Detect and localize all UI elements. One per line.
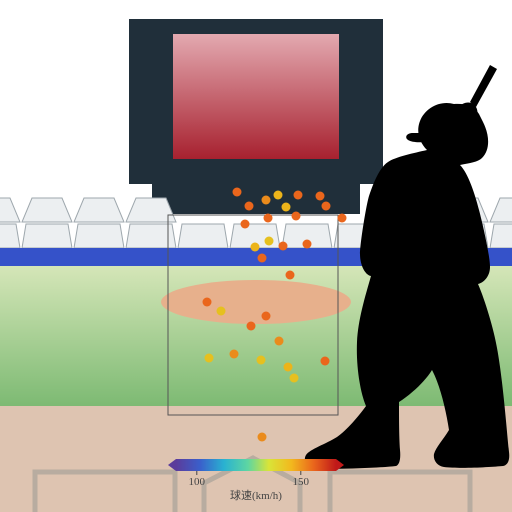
colorbar-axis-label: 球速(km/h)	[230, 488, 282, 502]
pitch-marker	[322, 202, 331, 211]
colorbar-tick-label: 150	[293, 476, 310, 488]
pitch-marker	[203, 298, 212, 307]
pitch-marker	[241, 220, 250, 229]
pitch-marker	[294, 191, 303, 200]
pitch-marker	[258, 254, 267, 263]
colorbar-tick-label: 100	[189, 476, 206, 488]
mound-dirt	[161, 280, 351, 324]
pitch-marker	[265, 237, 274, 246]
pitch-marker	[262, 312, 271, 321]
pitch-marker	[251, 243, 260, 252]
pitch-marker	[264, 214, 273, 223]
pitch-marker	[258, 433, 267, 442]
pitch-marker	[303, 240, 312, 249]
pitch-marker	[279, 242, 288, 251]
pitch-marker	[233, 188, 242, 197]
pitch-marker	[205, 354, 214, 363]
pitch-marker	[274, 191, 283, 200]
pitch-marker	[217, 307, 226, 316]
pitch-marker	[292, 212, 301, 221]
pitch-marker	[275, 337, 284, 346]
pitch-marker	[290, 374, 299, 383]
pitch-location-chart: 100 150 球速(km/h)	[0, 0, 512, 512]
pitch-marker	[230, 350, 239, 359]
pitch-marker	[286, 271, 295, 280]
pitch-marker	[321, 357, 330, 366]
pitch-marker	[284, 363, 293, 372]
pitch-marker	[316, 192, 325, 201]
pitch-marker	[282, 203, 291, 212]
pitch-marker	[338, 214, 347, 223]
pitch-marker	[247, 322, 256, 331]
pitch-marker	[257, 356, 266, 365]
pitch-marker	[245, 202, 254, 211]
scoreboard-wall	[129, 19, 383, 214]
pitch-marker	[262, 196, 271, 205]
